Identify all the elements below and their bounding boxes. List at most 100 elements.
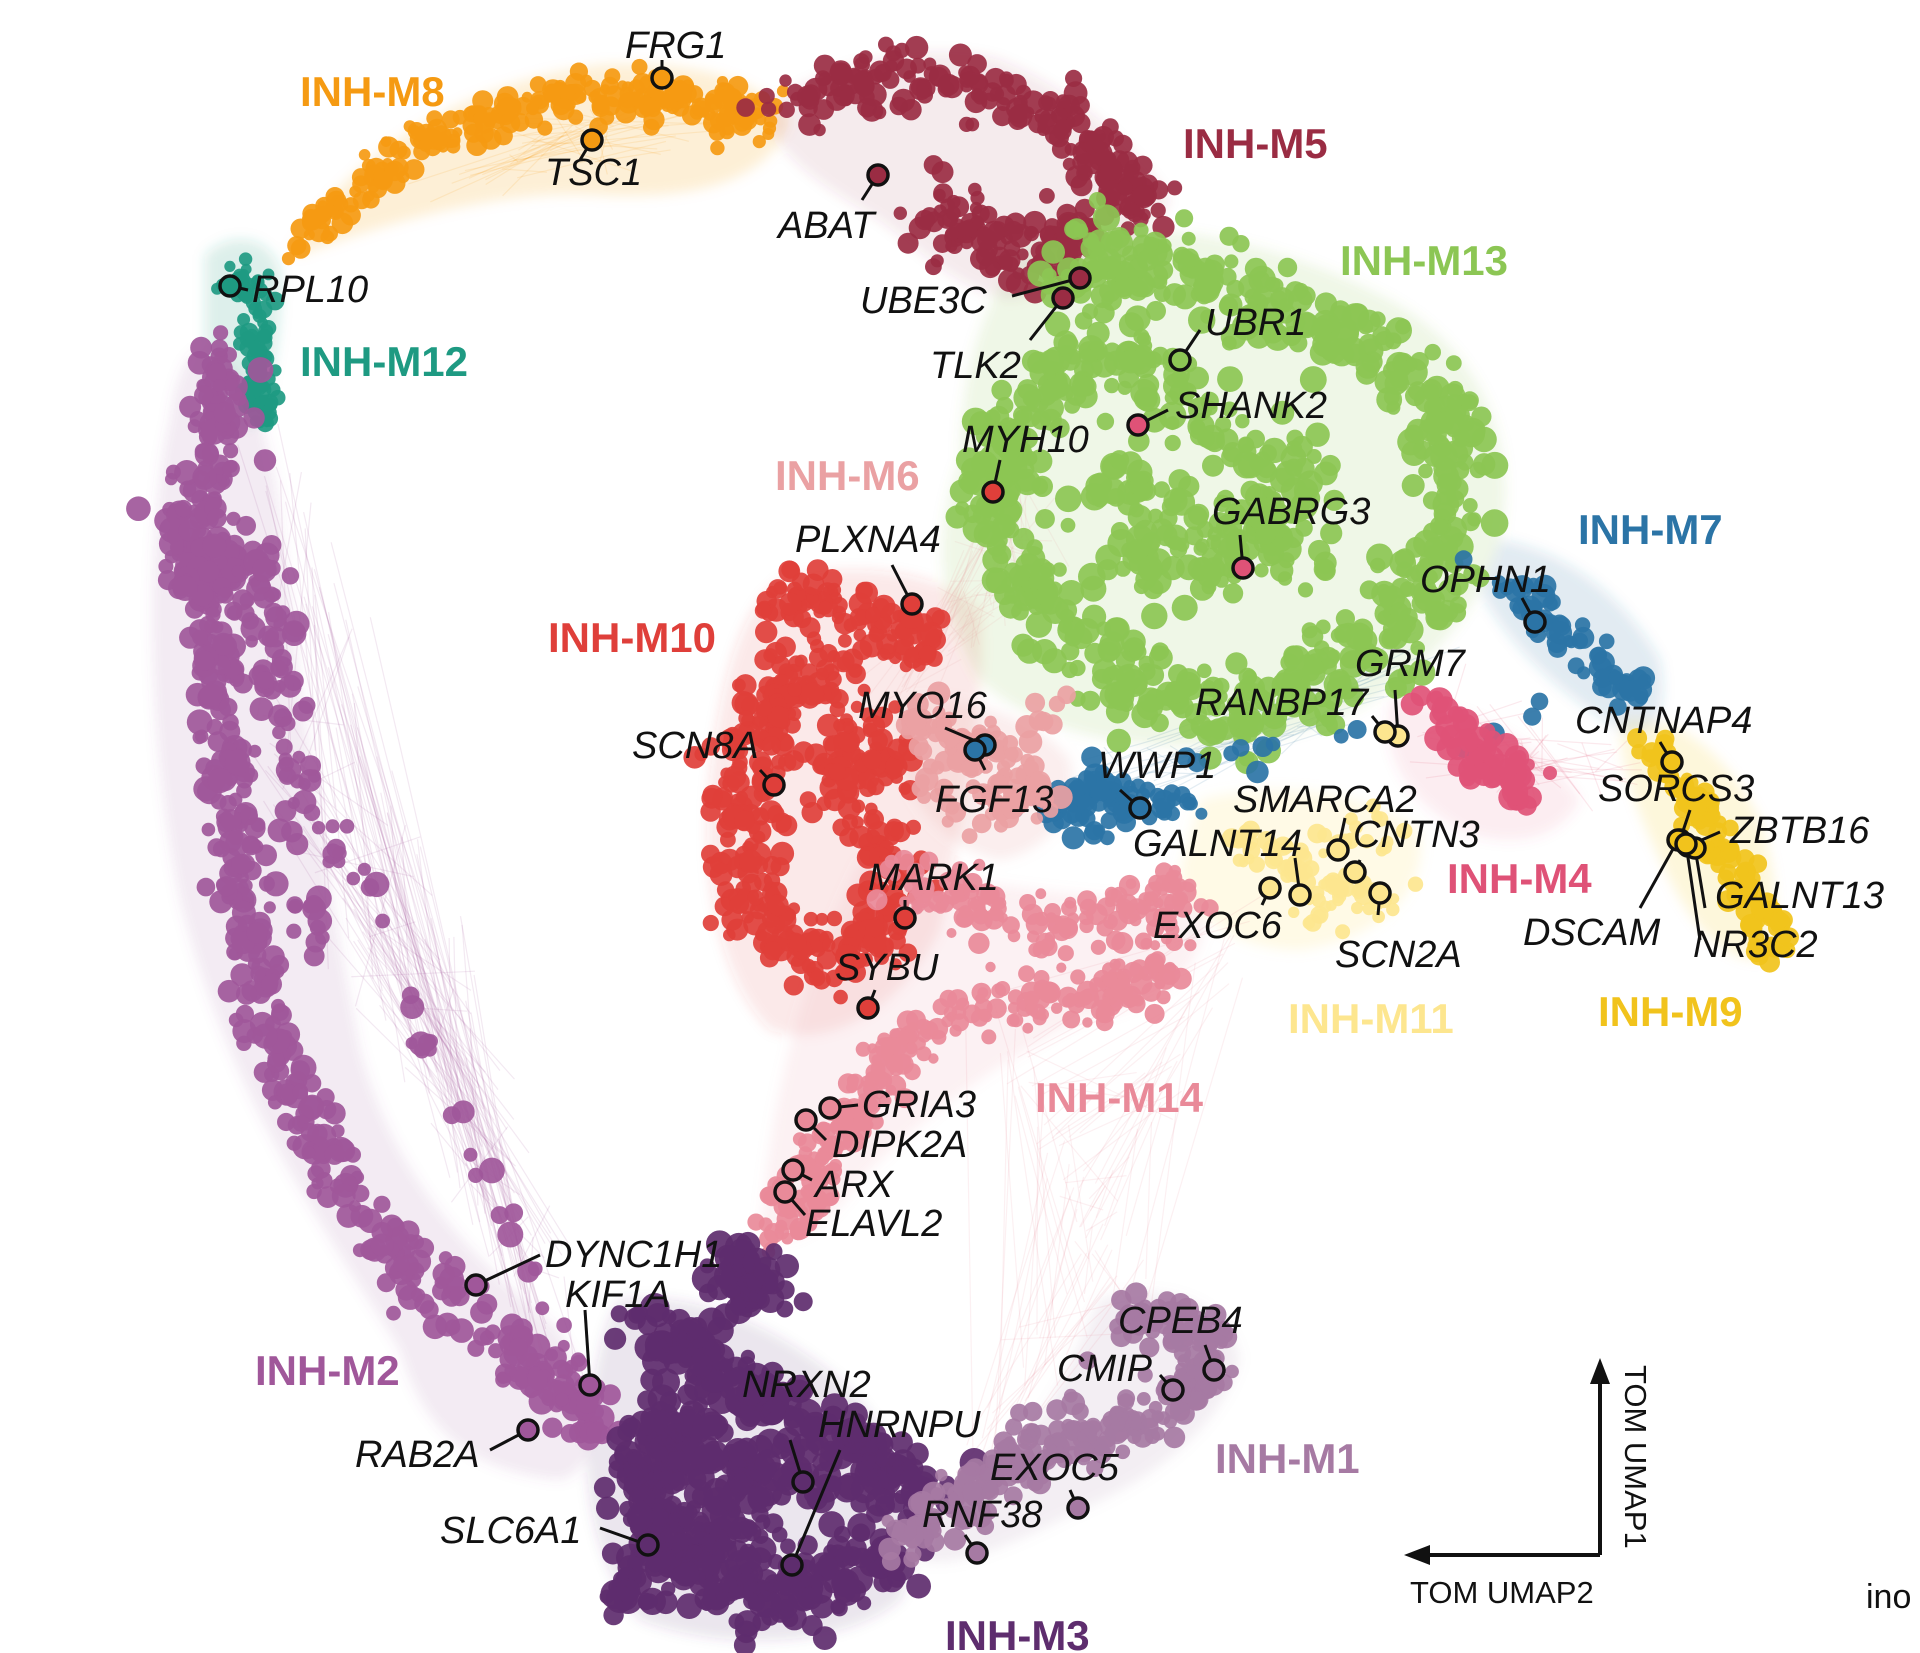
- gene-point: [222, 713, 239, 731]
- gene-point: [1117, 1393, 1135, 1411]
- gene-point: [1759, 951, 1780, 973]
- gene-point: [650, 1508, 669, 1527]
- edge: [473, 974, 538, 1365]
- gene-point: [1008, 565, 1030, 587]
- gene-points: [126, 35, 1799, 1653]
- gene-point: [286, 923, 302, 939]
- gene-point: [680, 1438, 697, 1455]
- gene-point: [986, 998, 1007, 1019]
- gene-point: [1057, 945, 1074, 962]
- gene-point: [803, 911, 819, 927]
- gene-point: [971, 813, 992, 834]
- gene-point: [1197, 429, 1215, 448]
- gene-point: [480, 128, 502, 150]
- gene-point: [1198, 692, 1221, 716]
- gene-point: [1323, 489, 1345, 511]
- edge: [357, 939, 516, 1194]
- gene-point: [199, 683, 223, 708]
- gene-point: [509, 1337, 528, 1357]
- gene-point: [1006, 421, 1031, 447]
- edge: [372, 923, 499, 1091]
- gene-point: [898, 782, 912, 795]
- gene-point: [528, 1388, 555, 1415]
- gene-point: [409, 1234, 424, 1250]
- edge: [304, 528, 316, 751]
- gene-point: [375, 913, 390, 929]
- gene-point: [816, 949, 838, 970]
- gene-point: [888, 700, 902, 714]
- gene-point: [272, 725, 286, 740]
- edge: [416, 839, 461, 1189]
- gene-point: [1215, 416, 1232, 433]
- gene-point: [1481, 451, 1509, 479]
- gene-point: [126, 496, 151, 521]
- gene-point: [252, 557, 277, 583]
- gene-point: [855, 581, 878, 605]
- gene-point: [1670, 783, 1684, 796]
- gene-point: [376, 1273, 396, 1293]
- gene-point: [787, 682, 802, 697]
- gene-point: [719, 123, 735, 140]
- edge: [994, 1029, 1016, 1452]
- gene-point: [1572, 626, 1595, 649]
- gene-point: [302, 896, 326, 921]
- gene-point: [542, 1417, 563, 1438]
- gene-point: [852, 1420, 871, 1439]
- gene-point: [217, 587, 234, 604]
- gene-point: [884, 854, 899, 869]
- edge: [386, 812, 474, 1225]
- gene-point: [187, 351, 212, 375]
- edge: [356, 727, 503, 1257]
- gene-point: [358, 149, 371, 161]
- gene-point: [1091, 668, 1113, 690]
- gene-point: [851, 1523, 871, 1543]
- gene-point: [1171, 594, 1198, 621]
- gene-point: [1258, 543, 1282, 567]
- gene-point: [1025, 913, 1048, 935]
- gene-point: [1025, 1003, 1038, 1016]
- gene-point: [1686, 801, 1708, 823]
- gene-point: [678, 1514, 693, 1529]
- gene-point: [240, 616, 266, 642]
- gene-point: [230, 963, 254, 987]
- gene-point: [1351, 883, 1367, 900]
- gene-point: [889, 958, 902, 971]
- edge: [303, 825, 495, 1121]
- gene-point: [798, 98, 818, 118]
- gene-point: [1061, 900, 1077, 917]
- edge: [992, 1285, 1130, 1414]
- gene-point: [813, 1122, 836, 1144]
- gene-point: [249, 378, 267, 397]
- gene-point: [1180, 248, 1199, 268]
- gene-point: [754, 602, 772, 619]
- gene-point: [925, 258, 942, 276]
- gene-point: [725, 1283, 741, 1299]
- edge: [353, 940, 563, 1256]
- gene-point: [593, 1476, 616, 1499]
- gene-point: [1301, 663, 1320, 682]
- gene-point: [216, 876, 237, 897]
- gene-point: [604, 68, 621, 85]
- gene-point: [709, 862, 733, 886]
- gene-point: [1420, 409, 1447, 436]
- gene-point: [861, 1452, 877, 1468]
- edge: [355, 1007, 510, 1161]
- gene-point: [1750, 899, 1770, 919]
- gene-point: [426, 110, 443, 127]
- gene-point: [822, 938, 836, 952]
- gene-point: [706, 1317, 734, 1344]
- gene-point: [999, 71, 1014, 86]
- gene-point: [615, 102, 637, 124]
- edge: [1120, 927, 1228, 1328]
- gene-point: [738, 710, 754, 726]
- gene-point: [1150, 881, 1161, 892]
- gene-point: [701, 737, 721, 756]
- gene-point: [1730, 879, 1747, 896]
- gene-point: [1057, 986, 1079, 1008]
- gene-point: [767, 705, 789, 728]
- gene-point: [812, 1626, 837, 1650]
- gene-point: [247, 957, 260, 971]
- gene-point: [1389, 550, 1417, 577]
- edge: [327, 634, 473, 1160]
